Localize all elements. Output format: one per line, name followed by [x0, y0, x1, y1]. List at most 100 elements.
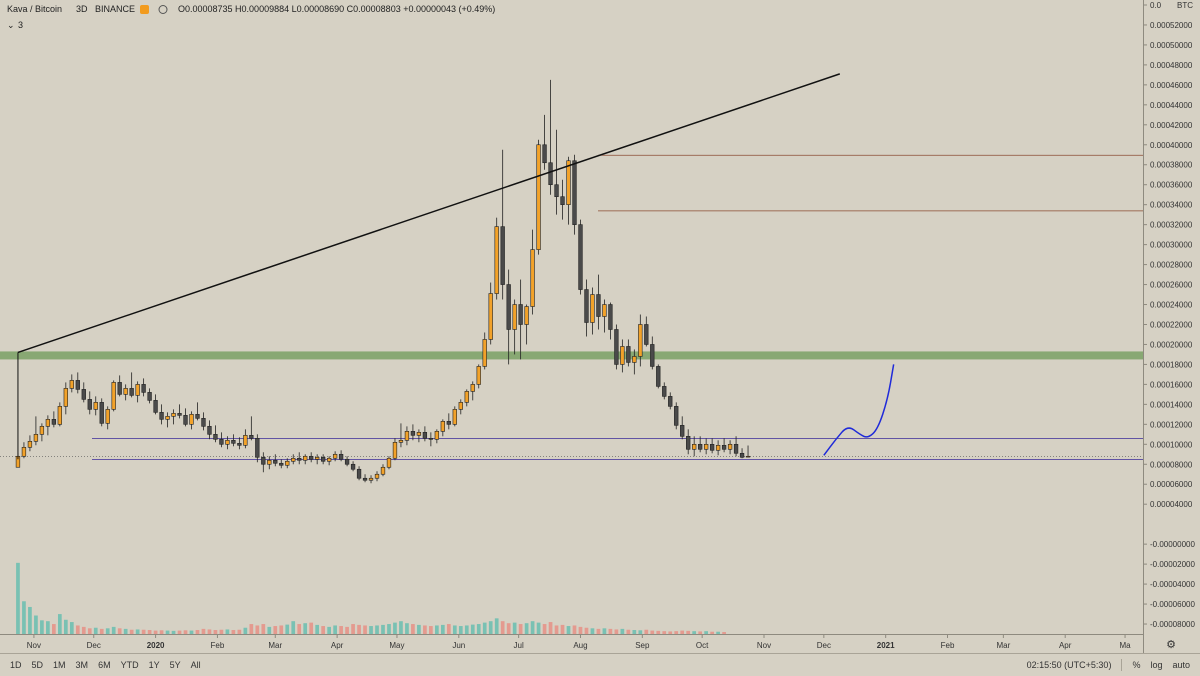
candle-body[interactable] [332, 453, 338, 459]
candle-body[interactable] [494, 226, 499, 294]
timeframe-ytd[interactable]: YTD [120, 660, 139, 670]
visibility-dot-icon[interactable] [158, 5, 168, 14]
timeframe-1y[interactable]: 1Y [148, 660, 160, 670]
candle-body[interactable] [392, 442, 398, 459]
candle-body[interactable] [458, 402, 463, 410]
candle-body[interactable] [285, 460, 290, 466]
candle-body[interactable] [51, 419, 57, 425]
candle-body[interactable] [279, 462, 284, 466]
candle-body[interactable] [709, 443, 715, 451]
candle-body[interactable] [488, 293, 493, 340]
candle-body[interactable] [111, 382, 116, 410]
candle-body[interactable] [225, 440, 230, 445]
candle-body[interactable] [368, 477, 374, 481]
candle-body[interactable] [739, 452, 745, 458]
candle-body[interactable] [506, 284, 511, 330]
candle-body[interactable] [698, 443, 703, 450]
candle-body[interactable] [69, 380, 74, 389]
candle-body[interactable] [440, 421, 445, 432]
candle-body[interactable] [482, 339, 487, 367]
candle-body[interactable] [721, 444, 727, 450]
candle-body[interactable] [590, 294, 595, 323]
candle-body[interactable] [620, 346, 625, 365]
candle-body[interactable] [177, 413, 182, 416]
candle-body[interactable] [680, 425, 685, 437]
price-chart[interactable]: 0.000389500.000333830.000105820.00008484… [0, 0, 1200, 653]
candle-body[interactable] [207, 426, 212, 435]
candle-body[interactable] [602, 304, 607, 317]
candle-body[interactable] [315, 456, 320, 460]
candle-body[interactable] [189, 414, 194, 425]
candle-body[interactable] [255, 438, 260, 458]
candle-body[interactable] [632, 356, 637, 363]
projection-curve[interactable] [823, 364, 895, 456]
candle-body[interactable] [626, 346, 631, 363]
candle-body[interactable] [518, 304, 523, 325]
candle-body[interactable] [99, 402, 104, 424]
candle-body[interactable] [267, 459, 272, 465]
timeframe-1m[interactable]: 1M [53, 660, 66, 670]
candle-body[interactable] [650, 344, 655, 367]
candle-body[interactable] [398, 440, 404, 443]
candle-body[interactable] [452, 409, 457, 425]
candle-body[interactable] [201, 418, 206, 427]
auto-scale-button[interactable]: auto [1172, 660, 1190, 670]
candle-body[interactable] [237, 443, 242, 446]
timeframe-1d[interactable]: 1D [10, 660, 22, 670]
candle-body[interactable] [231, 440, 236, 444]
candle-body[interactable] [45, 419, 51, 427]
candle-body[interactable] [548, 162, 553, 186]
candle-body[interactable] [644, 324, 649, 345]
candle-body[interactable] [614, 329, 619, 365]
candle-body[interactable] [326, 457, 332, 462]
candle-body[interactable] [560, 196, 565, 205]
candle-body[interactable] [692, 443, 697, 450]
candle-body[interactable] [476, 366, 481, 385]
candle-body[interactable] [668, 396, 673, 407]
candle-body[interactable] [129, 388, 134, 396]
candle-body[interactable] [243, 435, 248, 446]
candle-body[interactable] [273, 459, 278, 464]
candle-body[interactable] [63, 388, 68, 407]
candle-body[interactable] [386, 457, 392, 468]
candle-body[interactable] [291, 457, 296, 462]
candle-body[interactable] [464, 391, 469, 403]
candle-body[interactable] [584, 289, 589, 323]
candle-body[interactable] [171, 413, 176, 417]
candle-body[interactable] [662, 386, 667, 397]
candle-body[interactable] [338, 453, 344, 460]
log-scale-button[interactable]: log [1150, 660, 1163, 670]
candle-body[interactable] [578, 224, 583, 290]
candle-body[interactable] [117, 382, 122, 395]
candle-body[interactable] [416, 432, 422, 436]
candle-body[interactable] [219, 439, 224, 445]
candle-body[interactable] [434, 431, 440, 440]
candle-body[interactable] [57, 406, 62, 425]
candle-body[interactable] [608, 304, 613, 330]
candle-body[interactable] [727, 443, 733, 450]
candle-body[interactable] [297, 457, 302, 461]
candle-body[interactable] [350, 463, 356, 470]
candle-body[interactable] [147, 392, 152, 401]
candle-body[interactable] [638, 324, 643, 357]
timeframe-6m[interactable]: 6M [98, 660, 111, 670]
candle-body[interactable] [213, 434, 218, 440]
candle-body[interactable] [512, 304, 517, 330]
candle-body[interactable] [572, 160, 577, 225]
candle-body[interactable] [21, 446, 27, 457]
candle-body[interactable] [410, 431, 416, 436]
candle-body[interactable] [123, 388, 128, 395]
candle-body[interactable] [362, 477, 368, 481]
candle-body[interactable] [656, 366, 661, 387]
candle-body[interactable] [159, 412, 164, 420]
legend-collapse-icon[interactable]: ⌄ [7, 20, 15, 30]
candle-body[interactable] [249, 435, 254, 439]
candle-body[interactable] [530, 249, 535, 307]
percent-scale-button[interactable]: % [1132, 660, 1141, 670]
candle-body[interactable] [428, 438, 434, 440]
candle-body[interactable] [303, 455, 308, 461]
candle-body[interactable] [75, 380, 80, 390]
candle-body[interactable] [422, 432, 428, 439]
candle-body[interactable] [596, 294, 601, 317]
